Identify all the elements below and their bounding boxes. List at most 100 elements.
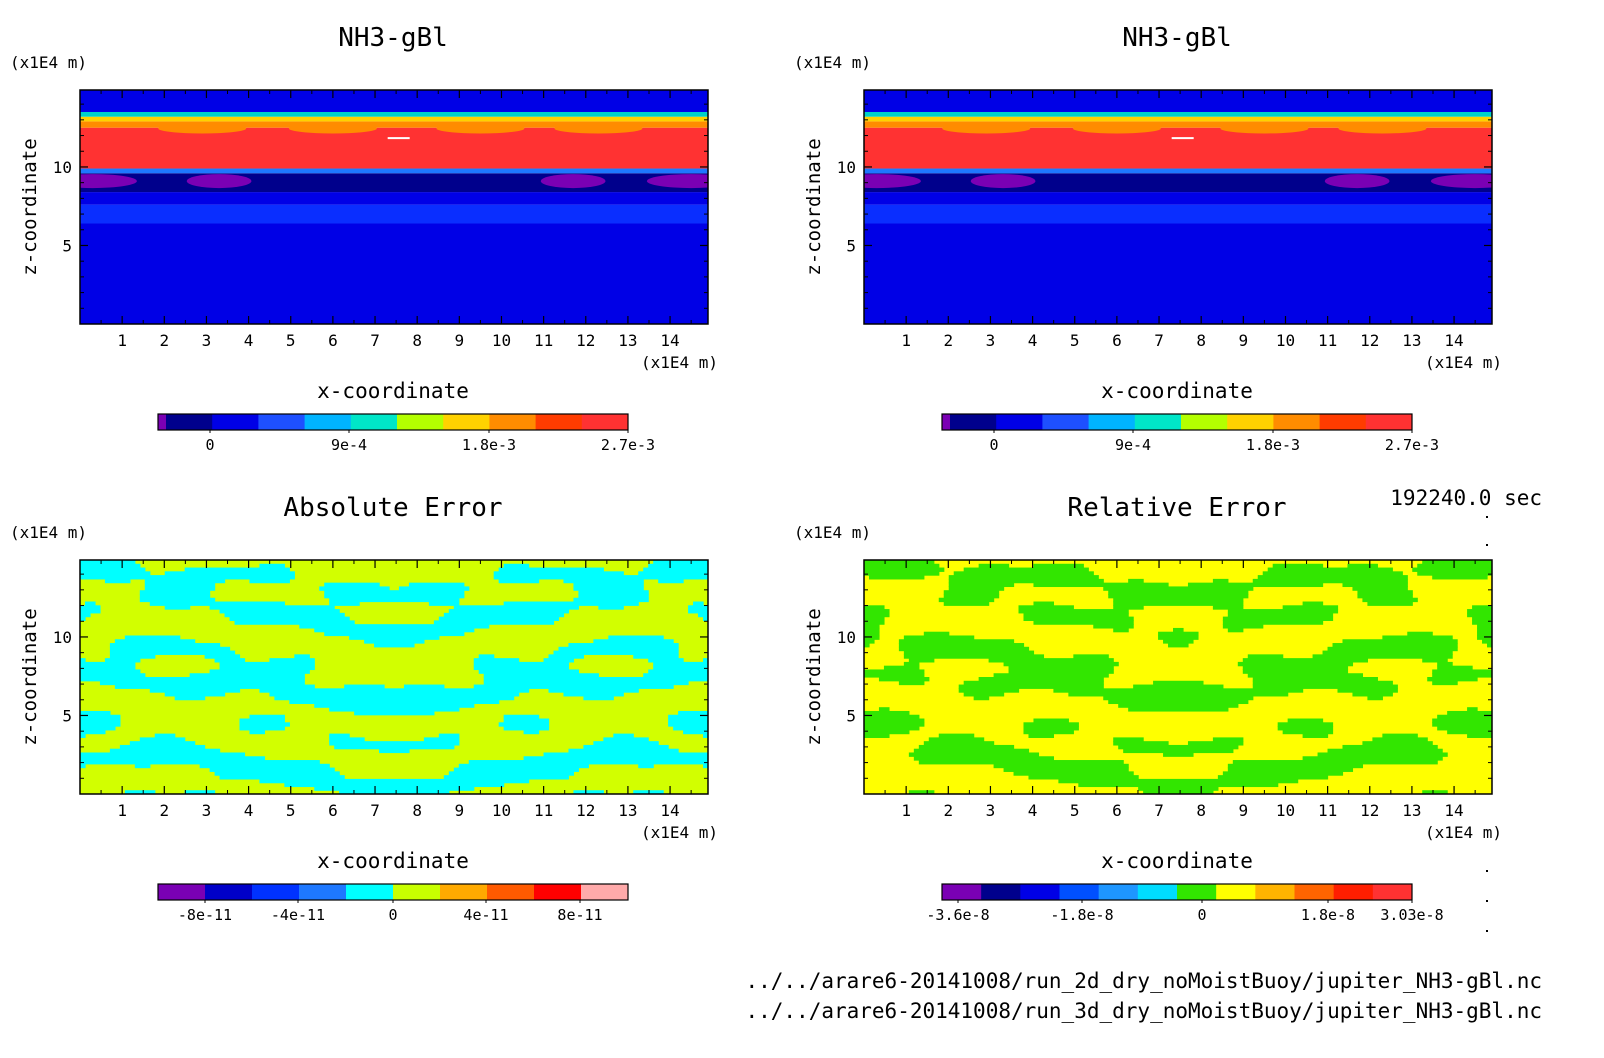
x-tick-label: 11	[534, 331, 553, 350]
contour-cell	[908, 790, 935, 794]
contour-cell	[209, 669, 310, 674]
contour-cell	[1252, 684, 1398, 689]
contour-cell	[1432, 673, 1492, 678]
x-tick-label: 7	[370, 331, 380, 350]
margin-dot	[1486, 544, 1488, 546]
contour-cell	[943, 593, 1000, 599]
x-tick-label: 10	[492, 801, 511, 820]
contour-cell	[80, 714, 121, 720]
contour-cell	[1128, 707, 1229, 712]
contour-cell	[324, 582, 380, 588]
contour-cell	[269, 692, 520, 697]
contour-cell	[329, 597, 460, 603]
contour-cell	[688, 605, 708, 610]
contour-cell	[1187, 741, 1244, 746]
colorbar-tick-label: 3.03e-8	[1380, 906, 1443, 924]
contour-cell	[448, 771, 575, 776]
contour-cell	[80, 722, 121, 727]
margin-dot	[1486, 900, 1488, 902]
contour-cell	[1212, 737, 1244, 742]
x-tick-label: 13	[618, 331, 637, 350]
contour-cell	[864, 714, 920, 720]
contour-cell	[633, 654, 679, 659]
x-tick-label: 4	[1028, 801, 1038, 820]
contour-cell	[573, 586, 644, 591]
contour-cell	[668, 714, 708, 720]
contour-wave	[436, 123, 525, 134]
x-tick-label: 3	[202, 801, 212, 820]
contour-cell	[1068, 692, 1289, 697]
colorbar-swatch	[981, 884, 1021, 900]
contour-cell	[1227, 763, 1364, 769]
contour-cell	[1302, 756, 1443, 761]
x-tick-label: 8	[412, 331, 422, 350]
contour-cell	[643, 673, 708, 678]
colorbar-frame	[157, 413, 629, 431]
contour-cell	[364, 639, 425, 644]
contour-cell	[124, 790, 156, 794]
contour-cell	[144, 586, 216, 591]
plot-frame	[863, 559, 1493, 795]
colorbar-swatch	[581, 414, 629, 430]
contour-cell	[903, 650, 1035, 655]
contour-cell	[1427, 677, 1478, 682]
plot-area	[80, 560, 708, 794]
contour-cell	[139, 737, 186, 742]
x-tick-label: 9	[1239, 331, 1249, 350]
contour-cell	[568, 643, 679, 648]
contour-cell	[963, 680, 1104, 686]
plot-area	[80, 90, 708, 324]
contour-cell	[1472, 616, 1492, 621]
x-tick-label: 5	[1070, 801, 1080, 820]
contour-cell	[1477, 635, 1492, 640]
contour-cell	[324, 590, 465, 595]
contour-cell	[80, 752, 246, 757]
contour-cell	[139, 593, 211, 599]
contour-cell	[314, 786, 475, 791]
contour-cell	[1277, 722, 1334, 727]
contour-cell	[1108, 699, 1249, 705]
contour-cell	[1252, 578, 1408, 584]
contour-cell	[583, 744, 669, 750]
x-tick-label: 11	[1318, 801, 1337, 820]
contour-cell	[653, 665, 708, 671]
contour-cell	[80, 710, 111, 716]
contour-cell	[603, 737, 649, 742]
contour-cell	[1118, 744, 1239, 750]
contour-band	[80, 116, 708, 122]
contour-cell	[978, 563, 1010, 569]
x-unit-label: (x1E4 m)	[641, 353, 718, 372]
x-tick-label: 12	[1360, 801, 1379, 820]
contour-cell	[1013, 771, 1134, 776]
contour-cell	[1163, 639, 1194, 644]
x-tick-label: 3	[202, 331, 212, 350]
x-tick-label: 14	[1444, 801, 1463, 820]
contour-cell	[473, 665, 570, 671]
contour-cell	[109, 643, 221, 648]
contour-lens	[540, 174, 606, 189]
contour-cell	[458, 763, 589, 769]
contour-cell	[1437, 661, 1453, 667]
contour-cell	[593, 639, 674, 644]
contour-cell	[1138, 786, 1219, 791]
x-tick-label: 6	[1112, 801, 1122, 820]
x-tick-label: 9	[455, 331, 465, 350]
contour-cell	[903, 654, 1045, 659]
contour-cell	[638, 571, 708, 576]
contour-cell	[448, 609, 570, 614]
contour-lens	[1324, 174, 1390, 189]
contour-cell	[1417, 571, 1492, 576]
contour-cell	[928, 737, 985, 742]
contour-cell	[1108, 590, 1249, 595]
contour-cell	[299, 624, 490, 629]
contour-cell	[548, 654, 584, 659]
contour-cell	[573, 582, 644, 588]
contour-cell	[673, 726, 708, 731]
panel-relative-error: Relative Error(x1E4 m)(x1E4 m)1 2 3 4 5 6 7 8 9 1…	[794, 493, 1502, 924]
contour-cell	[503, 726, 550, 731]
colorbar-tick-label: 1.8e-3	[462, 436, 516, 454]
contour-cell	[953, 571, 1094, 576]
colorbar-swatch	[1137, 884, 1178, 900]
y-unit-label: (x1E4 m)	[10, 53, 87, 72]
contour-band	[864, 121, 1492, 128]
